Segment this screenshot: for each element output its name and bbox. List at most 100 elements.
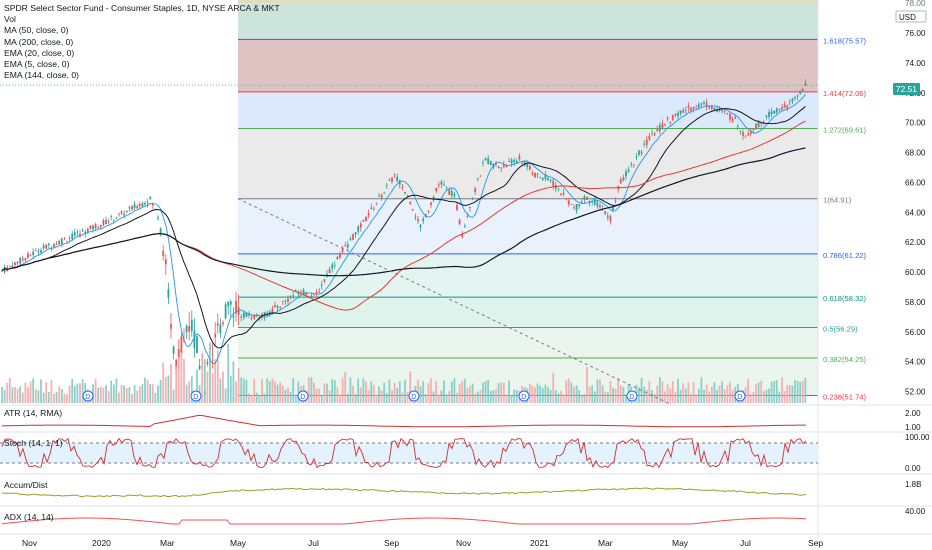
- candle-body: [630, 163, 633, 165]
- time-axis-tick: 2020: [92, 538, 111, 548]
- volume-bar: [580, 394, 583, 403]
- currency-label: USD: [899, 13, 916, 22]
- candle-body: [505, 165, 508, 168]
- accum-dist-pane-label: Accum/Dist: [4, 480, 48, 490]
- volume-bar: [294, 394, 297, 403]
- volume-bar: [682, 383, 685, 403]
- volume-bar: [604, 391, 607, 403]
- candle-body: [648, 135, 651, 140]
- candle-body: [102, 220, 105, 226]
- price-axis-tick: 76.00: [905, 29, 926, 38]
- volume-bar: [648, 380, 651, 403]
- candle-body: [482, 162, 484, 164]
- volume-bar: [768, 388, 770, 403]
- volume-bar: [3, 389, 6, 403]
- volume-bar: [157, 385, 159, 403]
- time-axis-tick: Mar: [598, 538, 613, 548]
- candle-body: [154, 208, 157, 210]
- volume-bar: [401, 392, 404, 403]
- time-axis-tick: Jul: [740, 538, 751, 548]
- volume-bar: [11, 387, 14, 403]
- candle-body: [136, 206, 139, 209]
- price-axis-tick: 66.00: [905, 178, 926, 187]
- candle-body: [3, 266, 6, 273]
- volume-bar: [128, 387, 131, 403]
- volume-bar: [120, 384, 123, 403]
- volume-bar: [253, 378, 256, 403]
- price-axis-tick: 52.00: [905, 388, 926, 397]
- candle-body: [287, 298, 289, 302]
- dividend-marker-label: D: [85, 394, 90, 401]
- volume-bar: [713, 382, 716, 403]
- volume-bar: [440, 390, 443, 403]
- volume-bar: [614, 388, 617, 403]
- candle-body: [526, 164, 529, 168]
- volume-bar: [268, 381, 271, 403]
- fib-zone: [238, 39, 818, 92]
- time-axis-tick: Nov: [22, 538, 38, 548]
- volume-bar: [596, 379, 599, 403]
- candle-body: [211, 354, 214, 356]
- dividend-marker-label: D: [737, 394, 742, 401]
- candle-body: [487, 158, 490, 165]
- volume-bar: [14, 386, 16, 403]
- candle-body: [14, 262, 16, 266]
- candle-body: [227, 301, 230, 307]
- candle-body: [799, 91, 802, 95]
- candle-body: [458, 219, 461, 225]
- volume-bar: [557, 393, 560, 403]
- candle-body: [619, 179, 622, 184]
- candle-body: [157, 217, 159, 219]
- candle-body: [76, 231, 79, 233]
- candle-body: [599, 205, 601, 208]
- volume-bar: [762, 391, 765, 403]
- candle-body: [331, 264, 334, 269]
- volume-bar: [287, 387, 289, 403]
- candle-body: [92, 225, 94, 230]
- candle-body: [380, 194, 383, 198]
- candle-body: [274, 305, 276, 308]
- volume-bar: [144, 377, 146, 403]
- volume-bar: [209, 342, 211, 403]
- candle-body: [476, 178, 479, 180]
- adx-pane-label: ADX (14, 14): [4, 512, 54, 522]
- volume-bar: [645, 389, 648, 403]
- candle-body: [794, 97, 796, 99]
- candle-body: [81, 230, 84, 231]
- volume-bar: [424, 394, 427, 403]
- candle-body: [162, 250, 165, 257]
- legend-indicator: Vol: [4, 14, 16, 25]
- candle-body: [170, 324, 172, 329]
- candle-body: [510, 159, 513, 164]
- volume-bar: [263, 393, 266, 403]
- candle-body: [284, 300, 287, 302]
- candle-body: [40, 250, 42, 253]
- volume-bar: [671, 380, 674, 403]
- volume-bar: [227, 343, 230, 403]
- volume-bar: [125, 388, 128, 403]
- volume-bar: [164, 377, 167, 403]
- fib-level-label: 0.618(58.32): [823, 294, 867, 303]
- candle-body: [349, 238, 352, 241]
- volume-bar: [172, 389, 175, 403]
- volume-bar: [716, 389, 718, 403]
- candle-body: [721, 109, 724, 112]
- volume-bar: [378, 386, 380, 403]
- candle-body: [159, 228, 162, 235]
- volume-bar: [539, 385, 542, 403]
- candle-body: [224, 304, 227, 319]
- atr-pane-label: ATR (14, RMA): [4, 408, 63, 418]
- candle-body: [271, 308, 274, 313]
- candle-body: [146, 202, 149, 204]
- legend-indicator: EMA (144, close, 0): [4, 70, 79, 81]
- candle-body: [354, 232, 357, 235]
- candle-body: [99, 225, 102, 228]
- legend-indicator: EMA (20, close, 0): [4, 47, 75, 58]
- volume-bar: [97, 387, 100, 403]
- volume-bar: [341, 378, 344, 403]
- volume-bar: [531, 385, 534, 403]
- volume-bar: [547, 387, 549, 403]
- candle-body: [323, 279, 326, 282]
- volume-bar: [729, 381, 731, 403]
